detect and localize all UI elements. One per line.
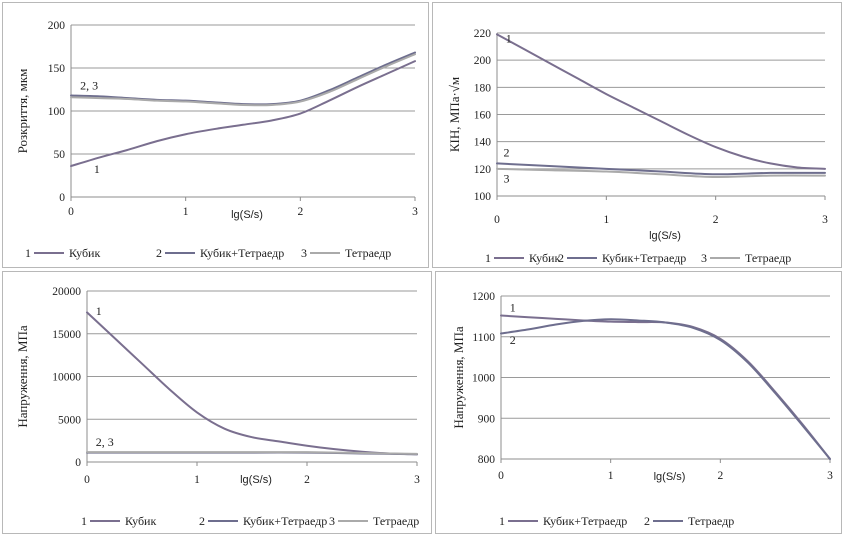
chart-3: 0 5000 10000 15000 20000 0 1 2 3 lg(S/s) Напруженн…: [15, 286, 420, 528]
y-tick-label: 220: [474, 28, 492, 40]
x-tick-label: 1: [194, 474, 200, 486]
legend-number: 2: [558, 251, 564, 265]
curve-label: 1: [510, 300, 516, 314]
series-line-3: [496, 167, 826, 178]
y-tick-label: 50: [54, 149, 66, 161]
series-line-2: [496, 162, 826, 176]
legend-label: Тетраедр: [373, 514, 419, 528]
y-tick-label: 120: [474, 164, 492, 176]
curve-label: 1: [94, 162, 100, 176]
chart-1: 0 50 100 150 200 0 1 2 3 lg(S/s) Розкриття, мкм 2, …: [15, 20, 418, 260]
legend-label: Тетраедр: [345, 246, 391, 260]
legend-label: Кубик+Тетраедр: [200, 246, 284, 260]
legend-number: 2: [156, 246, 162, 260]
series-line-1: [70, 60, 416, 168]
x-tick-label: 3: [827, 470, 833, 482]
curve-label: 1: [96, 304, 102, 318]
x-tick-label: 2: [713, 214, 719, 226]
y-tick-label: 15000: [52, 329, 81, 341]
chart-2: 100 120 140 160 180 200 220 0 1 2 3 lg(S/s) КІН, МПа…: [447, 28, 828, 265]
legend-number: 1: [485, 251, 491, 265]
series-line-1: [86, 311, 418, 456]
y-tick-label: 100: [474, 191, 492, 203]
chart-panel-stress-1: 0 5000 10000 15000 20000 0 1 2 3 lg(S/s) Напруженн…: [2, 271, 432, 534]
chart-panel-opening: 0 50 100 150 200 0 1 2 3 lg(S/s) Розкриття, мкм 2, …: [2, 2, 429, 268]
legend-label: Кубик: [125, 514, 156, 528]
y-tick-label: 140: [474, 137, 492, 149]
y-tick-label: 1000: [472, 373, 495, 385]
x-tick-label: 2: [304, 474, 310, 486]
x-tick-label: 1: [603, 214, 609, 226]
curve-label: 2, 3: [96, 435, 114, 449]
legend-number: 1: [25, 246, 31, 260]
series-line-3: [70, 53, 416, 107]
curve-label: 3: [504, 171, 510, 185]
x-tick-label: 0: [494, 214, 500, 226]
x-axis-label: lg(S/s): [654, 471, 686, 483]
x-tick-label: 0: [84, 474, 90, 486]
legend-label: Кубик: [529, 251, 560, 265]
legend-number: 3: [301, 246, 307, 260]
y-tick-label: 100: [48, 106, 66, 118]
y-tick-label: 0: [59, 192, 65, 204]
legend-label: Кубик+Тетраедр: [243, 514, 327, 528]
y-tick-label: 20000: [52, 286, 81, 298]
y-tick-label: 200: [48, 20, 66, 32]
legend-label: Кубик: [69, 246, 100, 260]
curve-label: 2: [504, 146, 510, 160]
legend-number: 2: [199, 514, 205, 528]
y-tick-label: 180: [474, 82, 492, 94]
y-tick-label: 5000: [58, 414, 81, 426]
x-tick-label: 2: [297, 206, 303, 218]
chart-panel-sif: 100 120 140 160 180 200 220 0 1 2 3 lg(S/s) КІН, МПа…: [432, 2, 842, 268]
y-tick-label: 10000: [52, 372, 81, 384]
y-axis-label: Напруження, МПа: [451, 326, 466, 429]
legend-label: Кубик+Тетраедр: [602, 251, 686, 265]
x-tick-label: 0: [68, 206, 74, 218]
legend-label: Кубик+Тетраедр: [543, 514, 627, 528]
y-tick-label: 150: [48, 63, 66, 75]
y-axis-label: Розкриття, мкм: [15, 69, 30, 154]
x-tick-label: 3: [822, 214, 828, 226]
series-line-1: [496, 33, 826, 170]
x-axis-label: lg(S/s): [240, 474, 272, 486]
y-tick-label: 1200: [472, 291, 495, 303]
x-tick-label: 2: [717, 470, 723, 482]
y-axis-label: Напруження, МПа: [15, 325, 30, 428]
y-tick-label: 0: [75, 457, 81, 469]
legend-label: Тетраедр: [745, 251, 791, 265]
legend-number: 3: [701, 251, 707, 265]
series-line-2: [500, 318, 831, 460]
curve-label: 2: [510, 333, 516, 347]
y-tick-label: 900: [478, 413, 496, 425]
series-line-2: [70, 51, 416, 106]
x-tick-label: 3: [414, 474, 420, 486]
chart-4: 800 900 1000 1100 1200 0 1 2 3 lg(S/s) Напруження,…: [451, 291, 833, 528]
y-tick-label: 800: [478, 454, 496, 466]
x-axis-label: lg(S/s): [231, 209, 263, 221]
legend-number: 3: [329, 514, 335, 528]
legend-number: 1: [81, 514, 87, 528]
x-tick-label: 1: [183, 206, 189, 218]
chart-panel-stress-2: 800 900 1000 1100 1200 0 1 2 3 lg(S/s) Напруження,…: [435, 271, 842, 534]
x-axis-label: lg(S/s): [649, 230, 681, 242]
x-tick-label: 3: [412, 206, 418, 218]
legend-label: Тетраедр: [688, 514, 734, 528]
y-axis-label: КІН, МПа·√м: [447, 77, 462, 152]
curve-label: 1: [506, 32, 512, 46]
curve-label: 2, 3: [80, 79, 98, 93]
x-tick-label: 1: [608, 470, 614, 482]
y-tick-label: 160: [474, 110, 492, 122]
y-tick-label: 200: [474, 55, 492, 67]
legend-number: 2: [644, 514, 650, 528]
y-tick-label: 1100: [472, 332, 495, 344]
legend-number: 1: [499, 514, 505, 528]
series-line-3: [86, 451, 418, 455]
x-tick-label: 0: [498, 470, 504, 482]
